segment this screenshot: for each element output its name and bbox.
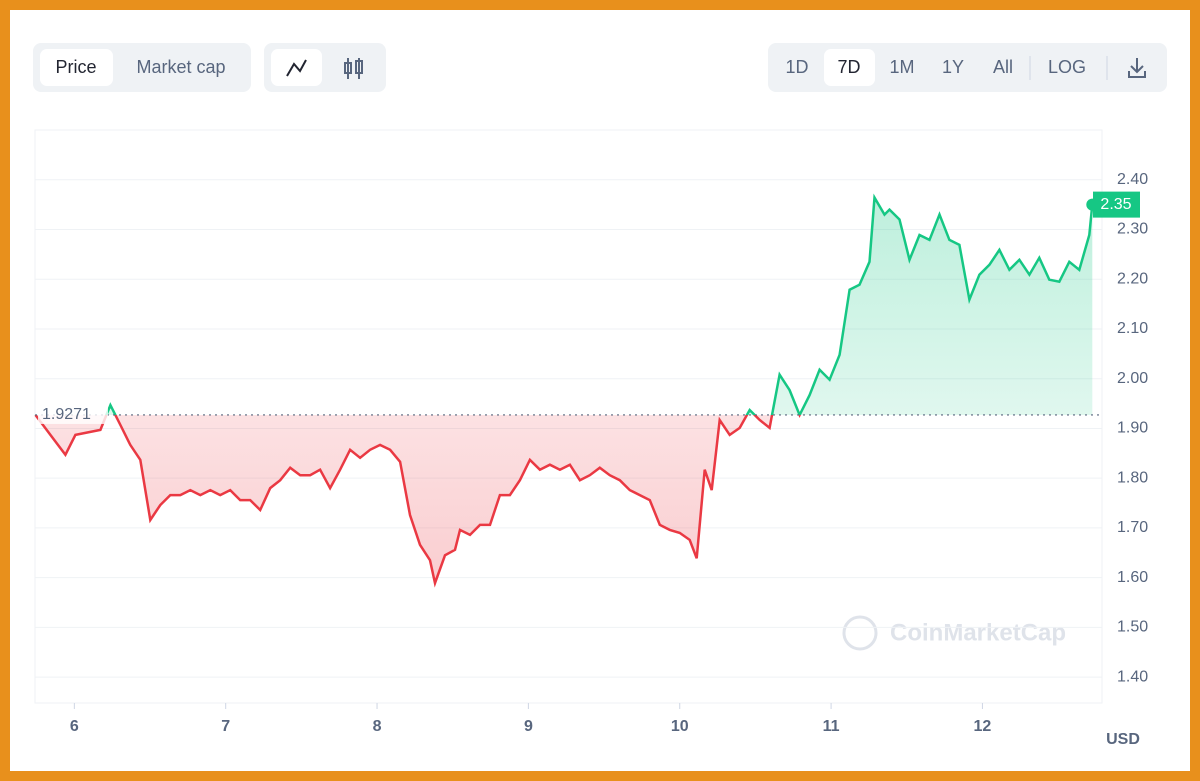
tab-button[interactable]: Market cap bbox=[136, 57, 225, 77]
y-unit: USD bbox=[1106, 731, 1140, 748]
x-tick-label: 9 bbox=[524, 718, 533, 735]
price-tag bbox=[1093, 191, 1140, 218]
x-tick-label: 8 bbox=[373, 718, 382, 735]
x-tick-label: 10 bbox=[671, 718, 689, 735]
y-tick-label: 2.30 bbox=[1117, 221, 1148, 238]
y-tick-label: 1.60 bbox=[1117, 569, 1148, 586]
range-button[interactable]: 7D bbox=[837, 57, 860, 77]
y-tick-label: 1.40 bbox=[1117, 668, 1148, 685]
tab-active bbox=[40, 49, 113, 86]
download-icon[interactable] bbox=[1128, 58, 1146, 78]
watermark: CoinMarketCap bbox=[890, 619, 1066, 646]
y-tick-label: 2.20 bbox=[1117, 270, 1148, 287]
price-line-up bbox=[35, 193, 1094, 415]
baseline-label-bg bbox=[38, 403, 108, 424]
candle-icon[interactable] bbox=[344, 58, 363, 79]
plot: CoinMarketCap 1.40 1.50 1.60 1.70 1.80 1.90 2.0… bbox=[34, 171, 1148, 748]
y-tick-label: 1.50 bbox=[1117, 619, 1148, 636]
y-tick-label: 1.90 bbox=[1117, 420, 1148, 437]
y-tick-label: 1.70 bbox=[1117, 519, 1148, 536]
range-button[interactable]: 1Y bbox=[942, 57, 964, 77]
range-button[interactable]: 1D bbox=[785, 57, 808, 77]
range-button[interactable]: All bbox=[993, 57, 1013, 77]
tab-button[interactable]: Price bbox=[55, 57, 96, 77]
area-down bbox=[35, 414, 800, 584]
range-button[interactable]: 1M bbox=[889, 57, 914, 77]
range-active bbox=[824, 49, 875, 86]
y-tick-label: 2.40 bbox=[1117, 171, 1148, 188]
plot-frame bbox=[34, 129, 1103, 704]
baseline-label: 1.9271 bbox=[42, 406, 91, 423]
x-tick-label: 12 bbox=[974, 718, 992, 735]
price-tag-label: 2.35 bbox=[1100, 196, 1131, 213]
y-tick-label: 2.00 bbox=[1117, 370, 1148, 387]
y-tick-label: 2.10 bbox=[1117, 320, 1148, 337]
area-up bbox=[35, 197, 1093, 415]
line-icon bbox=[286, 59, 307, 77]
x-tick-label: 7 bbox=[221, 718, 230, 735]
x-tick-label: 11 bbox=[823, 718, 840, 735]
x-tick-label: 6 bbox=[70, 718, 79, 735]
log-button[interactable]: LOG bbox=[1048, 57, 1086, 77]
price-line-down bbox=[34, 414, 802, 588]
watermark-logo bbox=[842, 615, 878, 651]
y-tick-label: 1.80 bbox=[1117, 469, 1148, 486]
